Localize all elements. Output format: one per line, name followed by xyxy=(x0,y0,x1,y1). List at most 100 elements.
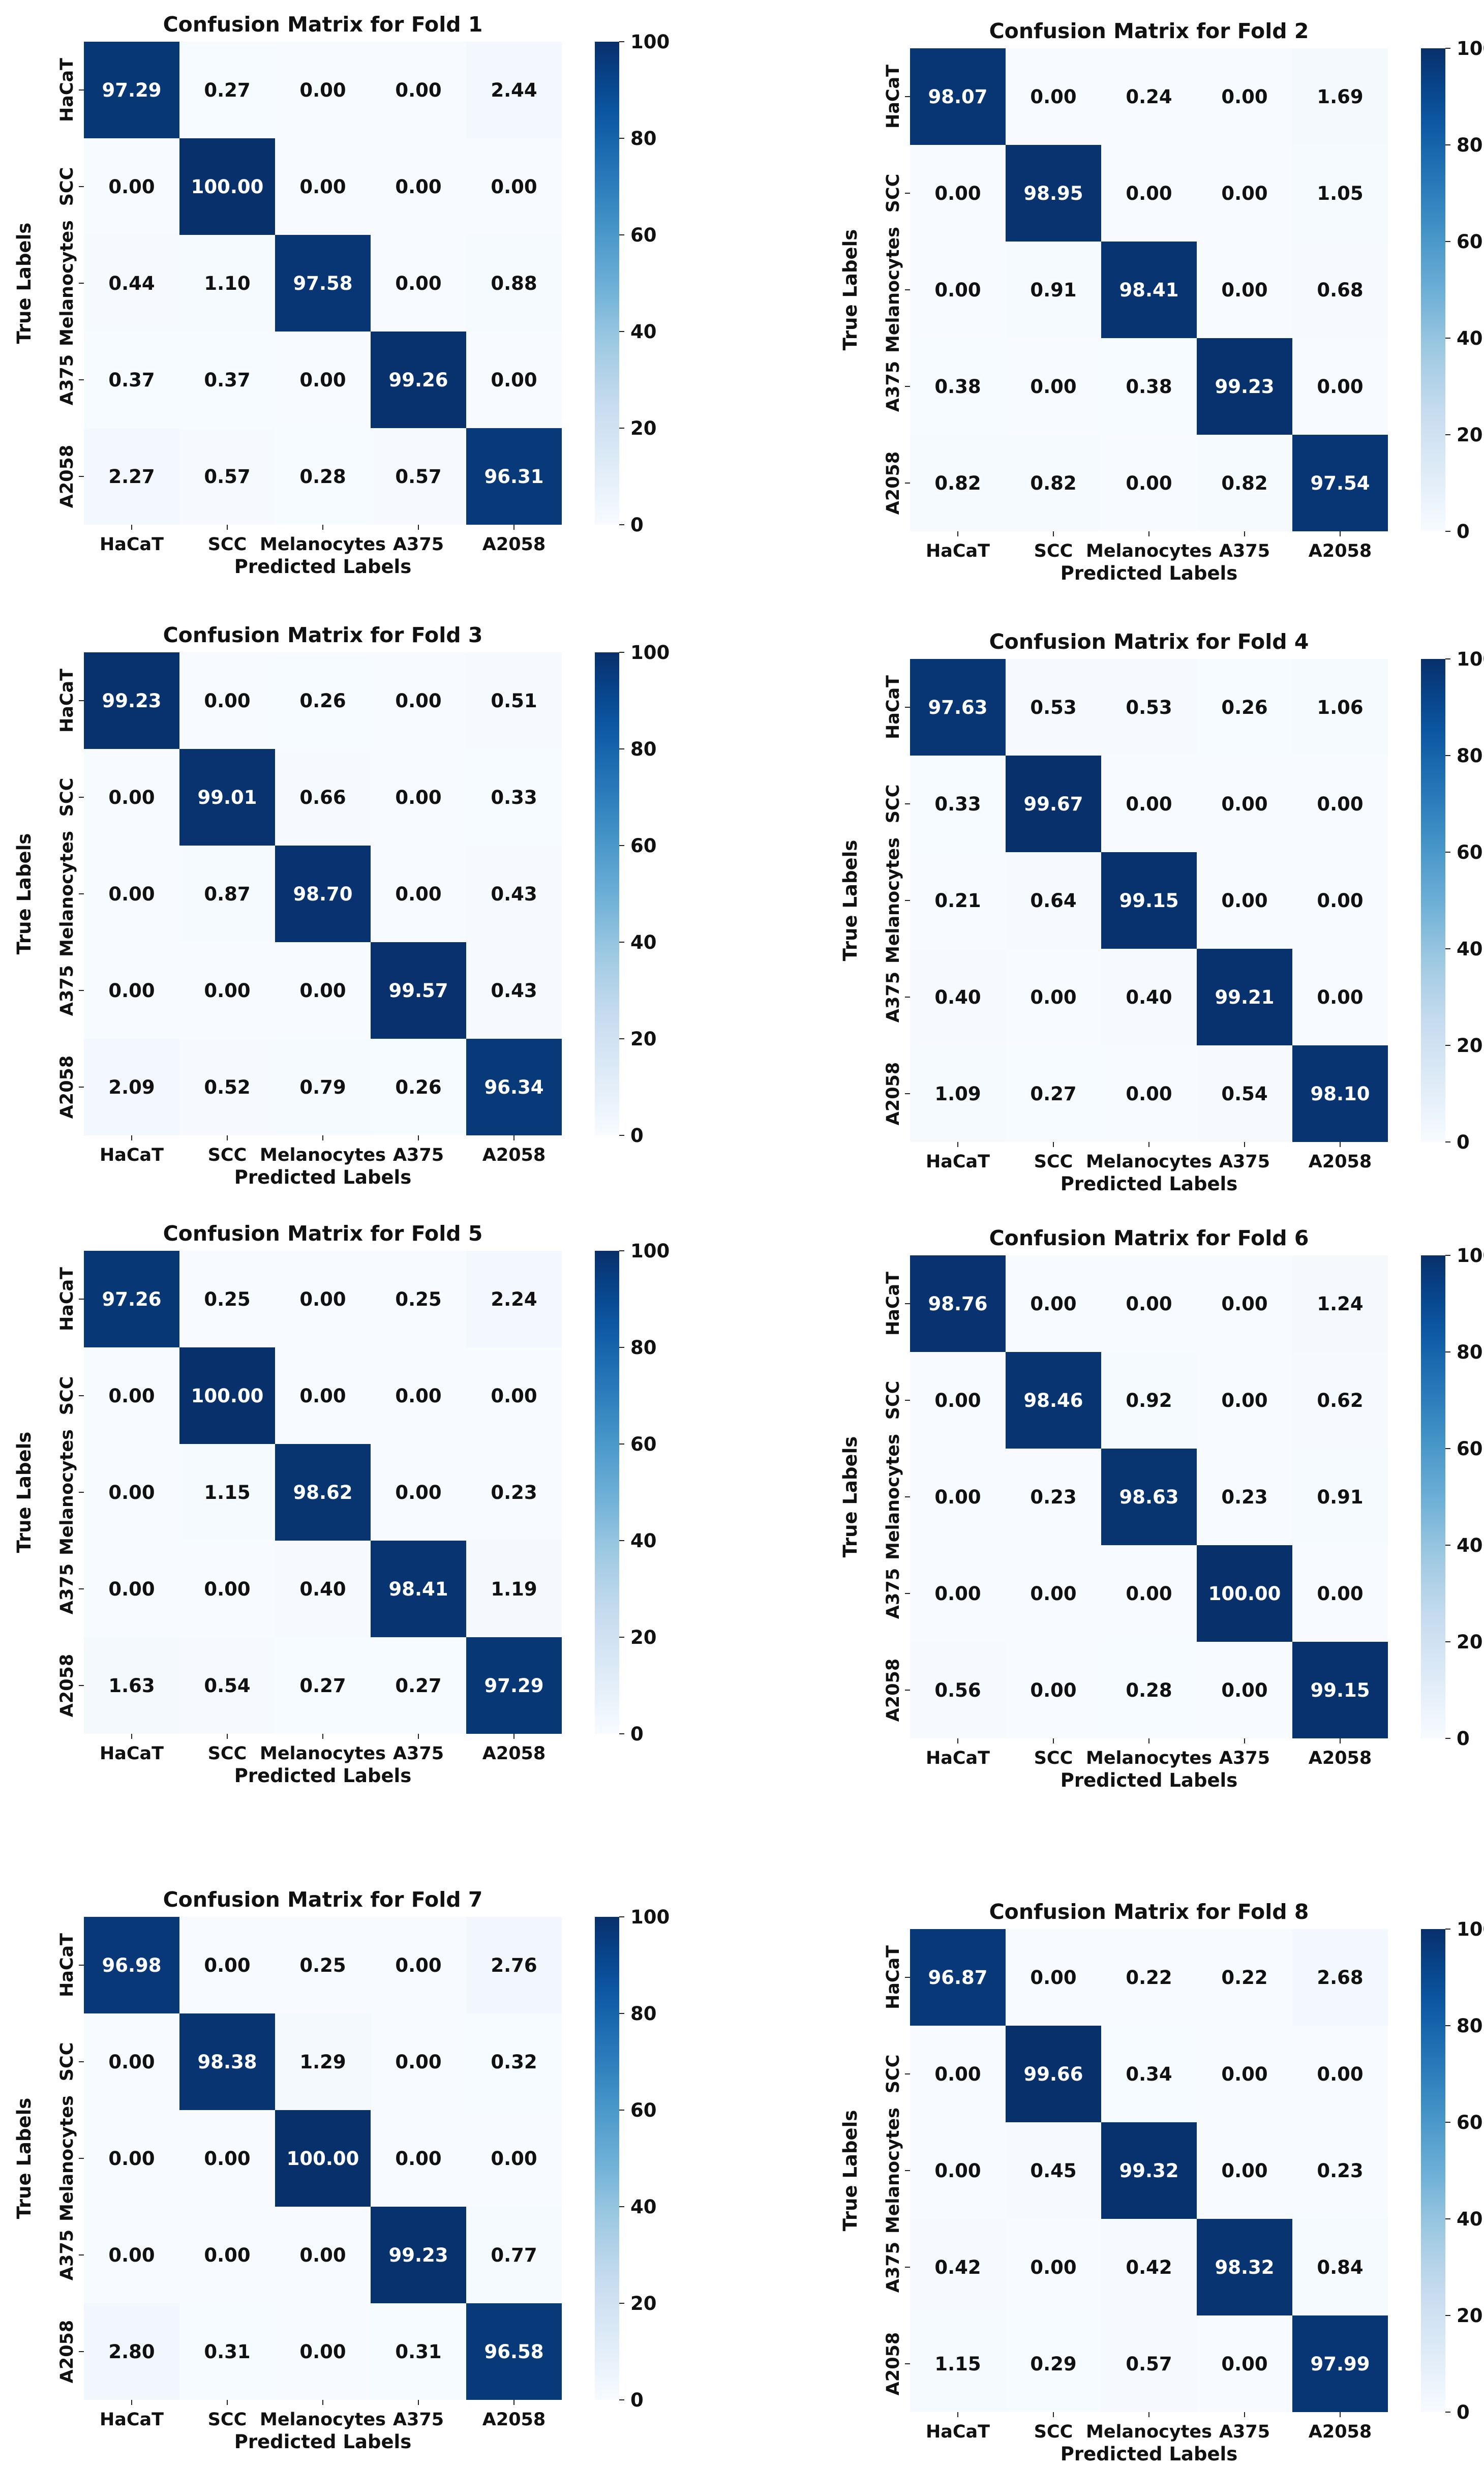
heatmap-cell xyxy=(179,1347,275,1444)
heatmap-cell xyxy=(1101,2219,1197,2315)
heatmap-cell xyxy=(275,1251,371,1347)
colorbar-tick-label: 20 xyxy=(630,1028,657,1050)
heatmap-cell xyxy=(179,138,275,235)
heatmap-cell xyxy=(1197,1449,1292,1545)
cell-value-label: 0.00 xyxy=(1126,1083,1172,1105)
y-tick-label: SCC xyxy=(57,2042,77,2082)
cell-value-label: 0.23 xyxy=(1221,1486,1267,1508)
cell-value-label: 0.00 xyxy=(299,1385,346,1407)
y-axis-label: True Labels xyxy=(839,229,861,351)
colorbar-tick-label: 60 xyxy=(630,2099,657,2121)
cell-value-label: 0.43 xyxy=(491,980,537,1002)
cell-value-label: 0.00 xyxy=(1221,1679,1267,1701)
heatmap-panel-fold-8: Confusion Matrix for Fold 8 96.87 0.00 0.22… xyxy=(839,1900,1484,2465)
heatmap-cell xyxy=(1006,659,1101,756)
heatmap-cell xyxy=(466,846,562,942)
cell-value-label: 0.53 xyxy=(1126,697,1172,718)
cell-value-label: 0.00 xyxy=(299,1288,346,1310)
cell-value-label: 0.00 xyxy=(1030,1583,1076,1605)
y-tick-label: HaCaT xyxy=(57,669,77,733)
heatmap-cell xyxy=(1292,1045,1388,1142)
cell-value-label: 99.21 xyxy=(1215,986,1274,1008)
heatmap-cell xyxy=(1292,2315,1388,2412)
heatmap-cell xyxy=(84,1541,179,1637)
colorbar-tick-label: 0 xyxy=(1457,1728,1470,1750)
colorbar-tick-label: 100 xyxy=(1457,648,1484,670)
cell-value-label: 0.23 xyxy=(1317,2160,1363,2182)
cell-value-label: 0.00 xyxy=(108,787,155,808)
cell-value-label: 0.00 xyxy=(1317,890,1363,912)
x-tick-label: A2058 xyxy=(1309,1748,1372,1768)
heatmap-cell xyxy=(1197,1045,1292,1142)
heatmap-cell xyxy=(84,2013,179,2110)
heatmap-cell xyxy=(1101,338,1197,435)
heatmap-cell xyxy=(84,1251,179,1347)
heatmap-cell xyxy=(371,138,466,235)
colorbar-tick-label: 40 xyxy=(1457,1535,1483,1556)
x-tick-label: SCC xyxy=(1034,1152,1073,1172)
cell-value-label: 1.29 xyxy=(299,2051,346,2073)
colorbar xyxy=(1421,1255,1445,1738)
colorbar-tick-label: 40 xyxy=(630,321,657,343)
cell-value-label: 0.22 xyxy=(1126,1967,1172,1989)
heatmap-cell xyxy=(371,652,466,749)
heatmap-panel-fold-3: Confusion Matrix for Fold 3 99.23 0.00 0.26… xyxy=(13,623,670,1188)
x-tick-label: Melanocytes xyxy=(260,2410,386,2430)
cell-value-label: 0.27 xyxy=(1030,1083,1076,1105)
cell-value-label: 98.10 xyxy=(1310,1083,1370,1105)
colorbar-tick-label: 20 xyxy=(630,2293,657,2314)
cell-value-label: 0.00 xyxy=(1126,183,1172,204)
cell-value-label: 0.00 xyxy=(204,1954,250,1976)
cell-value-label: 0.00 xyxy=(395,2148,441,2170)
cell-value-label: 1.63 xyxy=(108,1675,155,1697)
cell-value-label: 1.19 xyxy=(491,1578,537,1600)
heatmap-cell xyxy=(1197,2315,1292,2412)
heatmap-cell xyxy=(1292,242,1388,338)
heatmap-cell xyxy=(466,1251,562,1347)
heatmap-cell xyxy=(1197,242,1292,338)
heatmap-cell xyxy=(466,235,562,332)
heatmap-cell xyxy=(1197,1545,1292,1642)
x-tick-label: HaCaT xyxy=(926,2422,990,2442)
cell-value-label: 0.34 xyxy=(1126,2063,1172,2085)
cell-value-label: 99.32 xyxy=(1119,2160,1178,2182)
cell-value-label: 0.00 xyxy=(395,883,441,905)
heatmap-cell xyxy=(910,852,1006,949)
cell-value-label: 1.24 xyxy=(1317,1293,1363,1315)
x-tick-label: HaCaT xyxy=(100,1743,164,1764)
heatmap-cell xyxy=(1292,949,1388,1045)
colorbar-tick-label: 100 xyxy=(630,1240,670,1262)
colorbar xyxy=(1421,659,1445,1142)
heatmap-cell xyxy=(84,235,179,332)
cell-value-label: 0.27 xyxy=(299,1675,346,1697)
y-axis-label: True Labels xyxy=(13,1432,35,1553)
cell-value-label: 1.05 xyxy=(1317,183,1363,204)
x-axis-label: Predicted Labels xyxy=(234,2431,412,2453)
cell-value-label: 0.00 xyxy=(108,980,155,1002)
heatmap-cell xyxy=(1197,48,1292,145)
heatmap-cell xyxy=(275,138,371,235)
cell-value-label: 0.38 xyxy=(934,376,981,398)
heatmap-cell xyxy=(910,1545,1006,1642)
heatmap-cell xyxy=(179,942,275,1039)
heatmap-cell xyxy=(275,1347,371,1444)
cell-value-label: 1.09 xyxy=(934,1083,981,1105)
cell-value-label: 0.33 xyxy=(934,793,981,815)
y-tick-label: A2058 xyxy=(57,1056,77,1119)
x-axis-label: Predicted Labels xyxy=(1061,1769,1238,1791)
cell-value-label: 0.00 xyxy=(1221,2353,1267,2375)
cell-value-label: 98.32 xyxy=(1215,2257,1274,2278)
heatmap-cell xyxy=(910,1449,1006,1545)
cell-value-label: 0.00 xyxy=(299,369,346,391)
cell-value-label: 0.57 xyxy=(204,466,250,488)
x-tick-label: A2058 xyxy=(1309,541,1372,561)
cell-value-label: 0.82 xyxy=(1221,472,1267,494)
y-tick-label: Melanocytes xyxy=(57,220,77,346)
heatmap-cell xyxy=(179,428,275,525)
colorbar xyxy=(595,1917,619,2400)
x-tick-label: SCC xyxy=(208,1743,247,1764)
heatmap-cell xyxy=(466,942,562,1039)
cell-value-label: 99.15 xyxy=(1310,1679,1370,1701)
y-tick-label: SCC xyxy=(57,1376,77,1416)
cell-value-label: 0.23 xyxy=(1030,1486,1076,1508)
